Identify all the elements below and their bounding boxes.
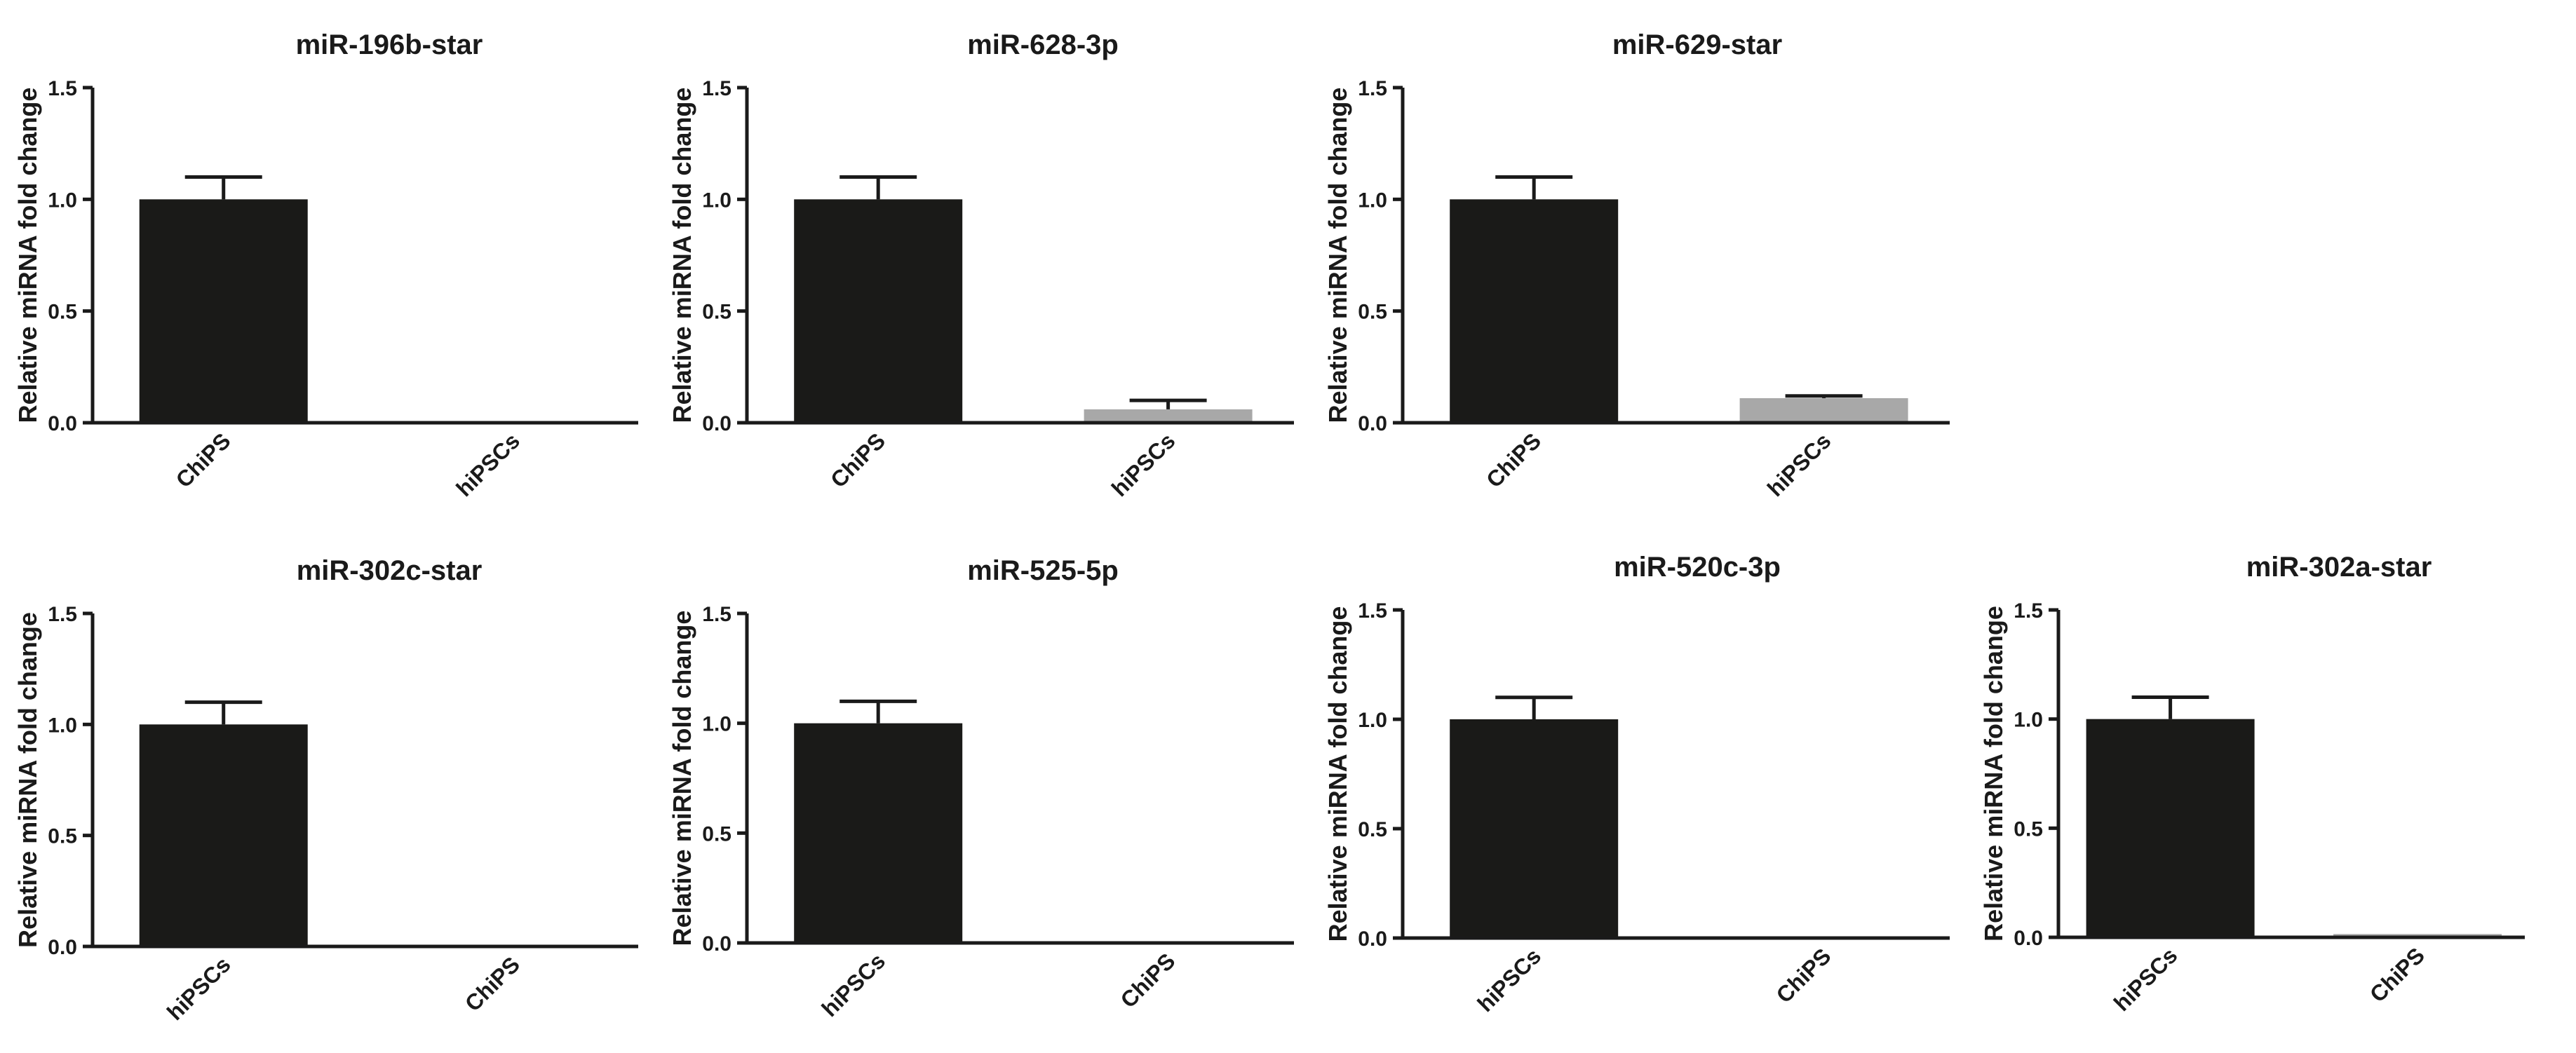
chart-panel-7: miR-302a-star Relative miRNA fold change h… bbox=[1979, 552, 2525, 1016]
y-tick-label: 0.0 bbox=[48, 412, 77, 435]
y-tick-label: 0.5 bbox=[48, 301, 77, 324]
category-label-hipscs: hiPSCs bbox=[1107, 428, 1180, 501]
y-axis-label: Relative miRNA fold change bbox=[668, 611, 696, 946]
bar-hipscs bbox=[794, 723, 963, 943]
bar-hipscs bbox=[1450, 719, 1619, 938]
y-tick-label: 1.0 bbox=[702, 713, 731, 736]
y-tick-label: 1.5 bbox=[1358, 599, 1387, 623]
chart-panel-3: miR-629-star Relative miRNA fold change Ch… bbox=[1323, 29, 1950, 501]
y-tick-label: 0.5 bbox=[702, 301, 731, 324]
category-label-hipscs: hiPSCs bbox=[816, 948, 890, 1021]
chart-panel-1: miR-196b-star Relative miRNA fold change C… bbox=[13, 29, 638, 501]
y-tick-label: 0.0 bbox=[1358, 412, 1387, 435]
category-label-hipscs: hiPSCs bbox=[162, 951, 236, 1025]
y-tick-label: 0.0 bbox=[2014, 927, 2043, 950]
chart-title: miR-196b-star bbox=[296, 29, 483, 60]
chart-panel-2: miR-628-3p Relative miRNA fold change ChiP… bbox=[668, 29, 1294, 501]
bar-hipscs bbox=[1084, 409, 1253, 423]
y-tick-label: 0.5 bbox=[48, 825, 77, 848]
y-tick-label: 0.5 bbox=[2014, 817, 2043, 841]
y-axis-label: Relative miRNA fold change bbox=[1323, 606, 1352, 942]
category-label-chips: ChiPS bbox=[1771, 943, 1835, 1007]
y-tick-label: 1.0 bbox=[702, 189, 731, 212]
category-label-hipscs: hiPSCs bbox=[2109, 942, 2183, 1016]
chart-title: miR-525-5p bbox=[967, 555, 1119, 586]
y-tick-label: 1.5 bbox=[48, 77, 77, 100]
chart-title: miR-629-star bbox=[1612, 29, 1782, 60]
bar-chips bbox=[139, 199, 308, 423]
y-tick-label: 1.0 bbox=[48, 714, 77, 737]
y-tick-label: 1.0 bbox=[2014, 709, 2043, 732]
category-label-hipscs: hiPSCs bbox=[451, 428, 525, 501]
bar-hipscs bbox=[139, 724, 308, 946]
y-tick-label: 1.5 bbox=[48, 603, 77, 626]
y-tick-label: 1.5 bbox=[702, 603, 731, 626]
bar-hipscs bbox=[2086, 719, 2255, 937]
chart-title: miR-302a-star bbox=[2246, 552, 2432, 583]
y-tick-label: 0.5 bbox=[702, 822, 731, 845]
y-tick-label: 1.5 bbox=[1358, 77, 1387, 100]
bar-hipscs bbox=[1739, 398, 1908, 423]
y-tick-label: 1.5 bbox=[2014, 599, 2043, 623]
chart-title: miR-628-3p bbox=[967, 29, 1119, 60]
category-label-chips: ChiPS bbox=[171, 428, 236, 492]
y-tick-label: 0.0 bbox=[1358, 928, 1387, 951]
y-tick-label: 0.5 bbox=[1358, 301, 1387, 324]
y-axis-label: Relative miRNA fold change bbox=[13, 88, 42, 423]
category-label-chips: ChiPS bbox=[1481, 428, 1546, 492]
y-axis-label: Relative miRNA fold change bbox=[13, 612, 42, 948]
y-axis-label: Relative miRNA fold change bbox=[668, 88, 696, 423]
bar-chips bbox=[794, 199, 963, 423]
y-tick-label: 1.0 bbox=[1358, 189, 1387, 212]
category-label-chips: ChiPS bbox=[1115, 948, 1180, 1012]
chart-title: miR-302c-star bbox=[297, 555, 483, 586]
y-tick-label: 1.0 bbox=[48, 189, 77, 212]
category-label-hipscs: hiPSCs bbox=[1472, 943, 1546, 1017]
chart-title: miR-520c-3p bbox=[1614, 552, 1781, 583]
category-label-chips: ChiPS bbox=[2365, 942, 2429, 1007]
y-tick-label: 0.0 bbox=[48, 936, 77, 959]
category-label-hipscs: hiPSCs bbox=[1762, 428, 1836, 501]
category-label-chips: ChiPS bbox=[825, 428, 890, 492]
y-tick-label: 1.0 bbox=[1358, 709, 1387, 732]
y-tick-label: 0.0 bbox=[702, 932, 731, 956]
chart-panel-6: miR-520c-3p Relative miRNA fold change hiP… bbox=[1323, 552, 1950, 1017]
y-tick-label: 1.5 bbox=[702, 77, 731, 100]
bar-chips bbox=[1450, 199, 1619, 423]
chart-panel-4: miR-302c-star Relative miRNA fold change h… bbox=[13, 555, 638, 1025]
y-tick-label: 0.5 bbox=[1358, 818, 1387, 841]
y-axis-label: Relative miRNA fold change bbox=[1323, 88, 1352, 423]
y-tick-label: 0.0 bbox=[702, 412, 731, 435]
chart-panel-5: miR-525-5p Relative miRNA fold change hiPS… bbox=[668, 555, 1294, 1021]
y-axis-label: Relative miRNA fold change bbox=[1979, 606, 2008, 942]
category-label-chips: ChiPS bbox=[460, 951, 525, 1016]
